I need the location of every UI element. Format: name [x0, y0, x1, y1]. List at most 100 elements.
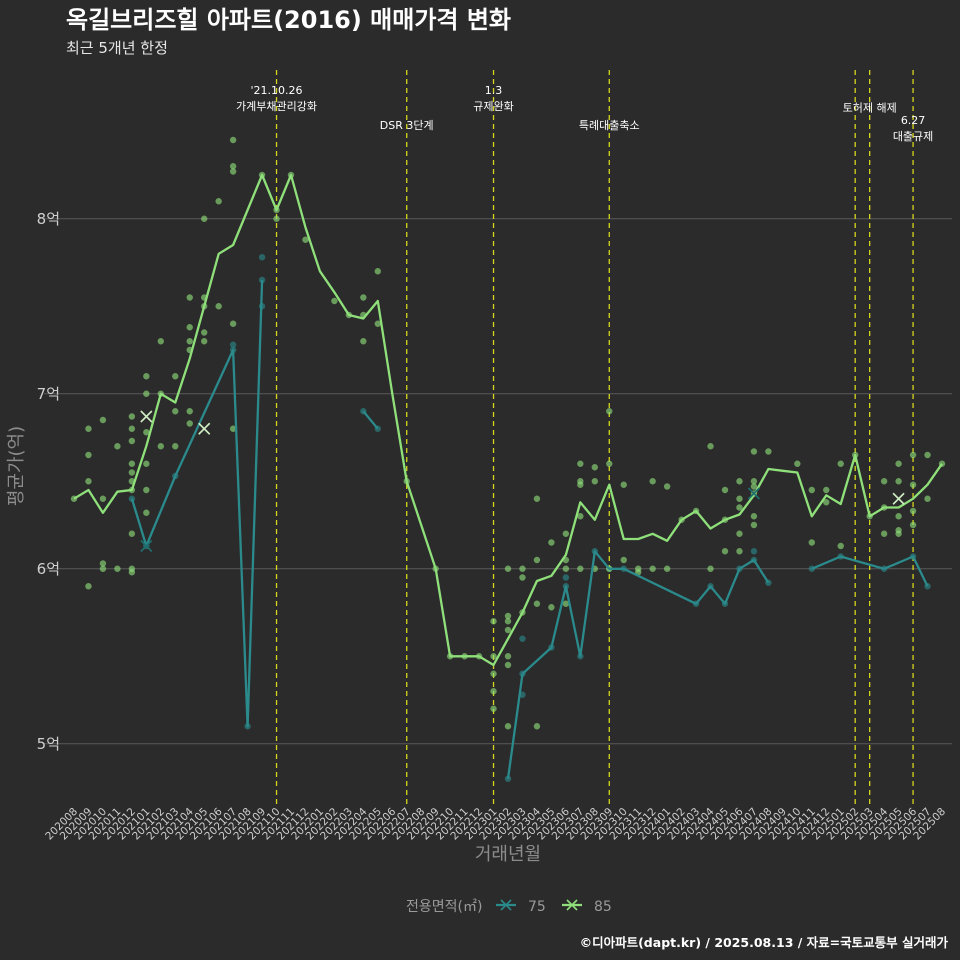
data-point-85 [736, 478, 743, 485]
data-point-85 [504, 723, 512, 730]
data-point-85 [880, 478, 888, 485]
grid-lines [44, 218, 952, 745]
data-point-85 [143, 486, 150, 494]
x-markers [140, 410, 905, 553]
data-point-85 [533, 495, 541, 502]
legend-key-marker-85 [566, 899, 578, 911]
data-point-85 [721, 486, 729, 494]
data-point-85 [736, 504, 743, 511]
data-point-85 [331, 297, 338, 305]
event-label: DSR 3단계 [380, 119, 434, 132]
data-point-85 [909, 481, 917, 488]
data-point-85 [837, 460, 844, 467]
legend-label-85: 85 [594, 899, 612, 915]
data-point-85 [924, 451, 931, 459]
data-point-85 [736, 495, 743, 502]
series-line-75 [811, 555, 929, 587]
data-point-85 [750, 448, 758, 455]
data-point-85 [143, 390, 150, 397]
event-label: 1.3 [485, 84, 503, 97]
legend-key-marker-75 [500, 899, 512, 911]
y-axis-ticks: 5억 6억 7억 8억 [37, 210, 60, 753]
data-point-85 [490, 705, 497, 712]
data-point-85 [504, 653, 512, 660]
data-point-85 [606, 408, 613, 415]
data-point-85 [663, 483, 671, 490]
data-point-85 [562, 565, 570, 572]
data-point-85 [707, 443, 714, 450]
data-point-85 [157, 338, 164, 345]
data-point-85 [143, 460, 150, 467]
data-point-85 [721, 548, 729, 555]
data-point-85 [99, 565, 107, 572]
data-point-85 [808, 539, 815, 546]
x-marker-85 [140, 410, 153, 423]
event-label: 6.27 [901, 114, 926, 127]
x-marker-85 [198, 422, 211, 435]
data-point-85 [186, 324, 193, 331]
data-point-85 [504, 618, 512, 625]
event-label: 가계부채관리강화 [236, 100, 317, 113]
data-point-75 [750, 548, 758, 555]
x-marker-75 [747, 487, 760, 500]
y-tick-label: 6억 [37, 560, 60, 578]
data-point-85 [229, 163, 237, 170]
data-point-85 [895, 513, 902, 520]
data-point-85 [157, 443, 164, 450]
data-point-85 [128, 460, 136, 467]
data-point-85 [172, 443, 179, 450]
data-point-85 [172, 408, 179, 415]
event-label: 대출규제 [893, 130, 933, 143]
data-point-85 [172, 373, 179, 380]
data-point-85 [85, 583, 92, 590]
data-point-85 [620, 556, 627, 564]
data-point-85 [374, 320, 381, 327]
data-point-85 [128, 469, 136, 476]
data-point-85 [577, 460, 584, 467]
data-point-85 [750, 521, 758, 529]
series-line-85 [73, 173, 943, 667]
data-point-85 [229, 320, 237, 327]
y-tick-label: 7억 [37, 385, 60, 403]
data-point-85 [591, 478, 598, 485]
data-point-85 [85, 451, 92, 459]
data-point-85 [765, 448, 772, 455]
data-point-85 [143, 429, 150, 436]
chart-title: 옥길브리즈힐 아파트(2016) 매매가격 변화 [66, 6, 511, 34]
data-point-85 [99, 560, 107, 567]
data-point-85 [186, 338, 193, 345]
data-point-85 [114, 443, 121, 450]
y-axis-title: 평균가(억) [6, 426, 27, 506]
data-point-85 [663, 565, 671, 572]
data-point-85 [750, 478, 758, 485]
data-point-85 [591, 464, 598, 471]
data-point-85 [823, 499, 830, 506]
data-point-85 [201, 338, 208, 345]
data-point-85 [736, 548, 743, 555]
data-point-85 [823, 486, 830, 494]
data-point-75 [562, 574, 570, 581]
caption: ©디아파트(dapt.kr) / 2025.08.13 / 자료=국토교통부 실… [580, 935, 949, 950]
data-point-85 [620, 481, 627, 488]
data-point-75 [258, 254, 266, 261]
data-point-85 [302, 236, 309, 243]
legend-title: 전용면적(㎡) [406, 899, 482, 915]
data-point-85 [215, 303, 222, 310]
data-point-85 [895, 530, 902, 537]
data-point-85 [909, 451, 917, 459]
data-point-85 [562, 600, 570, 607]
data-point-85 [649, 565, 656, 572]
data-point-85 [490, 670, 497, 677]
data-point-85 [533, 723, 541, 730]
series-line-75 [130, 279, 264, 728]
legend: 전용면적(㎡) 75 85 [406, 899, 612, 915]
data-point-85 [128, 425, 136, 432]
data-point-85 [924, 495, 931, 502]
scatter-points [70, 136, 946, 782]
x-axis-title: 거래년월 [475, 844, 541, 865]
data-point-85 [504, 661, 512, 669]
data-point-85 [186, 420, 193, 427]
data-point-85 [577, 481, 584, 488]
data-point-85 [229, 425, 237, 432]
data-point-85 [808, 486, 815, 494]
